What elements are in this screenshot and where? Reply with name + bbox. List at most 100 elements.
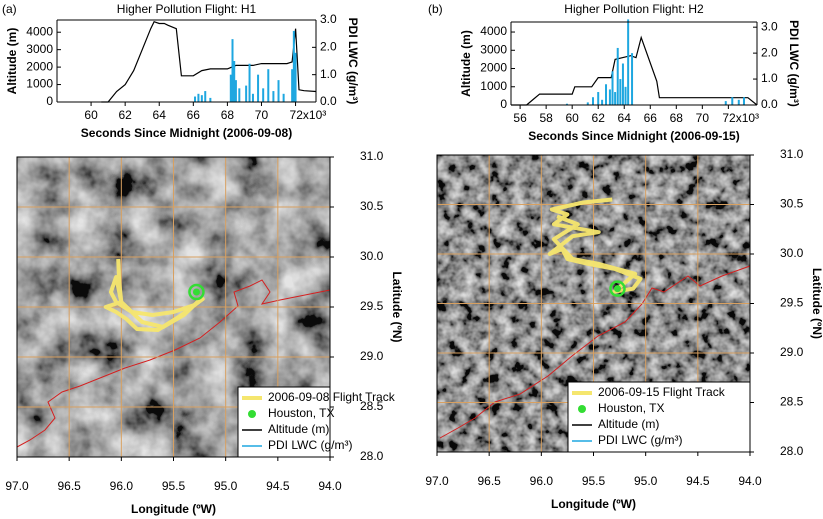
x-tick-label: 64 — [153, 108, 167, 122]
city-point — [613, 285, 621, 293]
x-tick-label: 58 — [539, 111, 553, 125]
lwc-bar — [248, 63, 251, 102]
lwc-bar — [229, 74, 232, 102]
lwc-bar — [282, 93, 285, 102]
x-tick-label: 66 — [644, 111, 658, 125]
lwc-bar — [565, 103, 568, 105]
y-tick-label: 28.0 — [780, 444, 804, 458]
y-tick-label: 1000 — [26, 77, 53, 91]
x-tick-label: 60 — [84, 108, 98, 122]
lwc-bar — [616, 47, 619, 105]
y-tick-label: 29.0 — [360, 349, 384, 363]
legend-label: PDI LWC (g/m³) — [268, 438, 352, 452]
x-tick-label: 62 — [592, 111, 606, 125]
legend-label: Altitude (m) — [268, 422, 329, 436]
y2-tick-label: 1.0 — [761, 71, 778, 85]
panel-label: (a) — [2, 2, 17, 16]
y2-tick-label: 0.0 — [761, 97, 778, 111]
altitude-line — [101, 20, 317, 103]
lwc-bar — [277, 80, 280, 102]
x-tick-label: 60 — [565, 111, 579, 125]
x-tick-label: 95.0 — [634, 474, 658, 488]
x-tick-label: 72x10³ — [290, 108, 327, 122]
lwc-bar — [724, 101, 727, 105]
x-axis-title: Seconds Since Midnight (2006-09-08) — [81, 126, 292, 140]
lwc-bar — [608, 89, 611, 105]
lwc-bar — [257, 74, 260, 102]
lwc-bar — [742, 97, 745, 105]
lwc-bar — [586, 102, 589, 105]
y2-tick-label: 3.0 — [761, 19, 778, 33]
lwc-bar — [631, 53, 634, 105]
y-tick-label: 2000 — [26, 59, 53, 73]
lwc-bar — [267, 69, 270, 102]
flight-track — [103, 258, 205, 332]
x-tick-label: 62 — [118, 108, 132, 122]
lwc-bar — [605, 84, 608, 105]
y2-tick-label: 0.0 — [320, 94, 337, 108]
y-tick-label: 3000 — [26, 42, 53, 56]
y-tick-label: 29.0 — [780, 345, 804, 359]
lwc-bar — [624, 86, 627, 105]
y2-tick-label: 1.0 — [320, 67, 337, 81]
y2-tick-label: 2.0 — [761, 45, 778, 59]
y-axis-title: Altitude (m) — [459, 30, 473, 97]
x-axis-title: Longitude (ºW) — [551, 497, 636, 511]
lwc-bar — [731, 97, 734, 105]
legend-symbol — [578, 405, 586, 413]
lwc-bar — [292, 30, 295, 102]
y-tick-label: 30.0 — [780, 246, 804, 260]
city-ring — [609, 280, 626, 297]
x-tick-label: 97.0 — [425, 474, 449, 488]
lwc-bar — [611, 71, 614, 105]
legend-symbol — [248, 410, 256, 418]
x-tick-label: 72x10³ — [722, 111, 759, 125]
lwc-bar — [621, 63, 624, 105]
y-tick-label: 0 — [46, 94, 53, 108]
y-tick-label: 30.5 — [780, 197, 804, 211]
y-tick-label: 29.5 — [780, 296, 804, 310]
x-tick-label: 70 — [696, 111, 710, 125]
lwc-bar — [245, 85, 248, 102]
x-tick-label: 56 — [513, 111, 527, 125]
lwc-bar — [238, 88, 241, 102]
lwc-bar — [251, 93, 254, 102]
x-tick-label: 68 — [670, 111, 684, 125]
y-tick-label: 30.0 — [360, 249, 384, 263]
lwc-bar — [619, 79, 622, 105]
legend-label: 2006-09-08 Flight Track — [268, 390, 396, 404]
x-axis-title: Seconds Since Midnight (2006-09-15) — [528, 129, 739, 143]
y-tick-label: 4000 — [26, 24, 53, 38]
y2-tick-label: 3.0 — [320, 12, 337, 26]
y2-tick-label: 2.0 — [320, 40, 337, 54]
legend-label: Altitude (m) — [598, 417, 659, 431]
legend-label: Houston, TX — [598, 401, 664, 415]
lwc-bar — [592, 97, 594, 105]
coastline — [439, 265, 751, 439]
lwc-bar — [597, 92, 600, 105]
y2-axis-title: PDI LWC (g/m³) — [787, 20, 801, 107]
x-tick-label: 95.5 — [582, 474, 606, 488]
altitude-line — [511, 35, 758, 106]
lwc-bar — [204, 91, 207, 102]
y2-axis-title: PDI LWC (g/m³) — [346, 18, 360, 105]
y-tick-label: 4000 — [480, 24, 507, 38]
city-point — [192, 288, 200, 296]
x-tick-label: 96.5 — [57, 479, 81, 493]
x-tick-label: 94.5 — [266, 479, 290, 493]
lwc-bar — [294, 52, 297, 102]
legend-label: Houston, TX — [268, 406, 334, 420]
x-tick-label: 66 — [187, 108, 201, 122]
chart-title: Higher Pollution Flight: H2 — [564, 2, 704, 16]
legend-box — [567, 381, 751, 453]
lwc-bar — [233, 61, 236, 102]
coastline — [16, 279, 331, 448]
y-tick-label: 28.5 — [360, 399, 384, 413]
x-tick-label: 95.0 — [214, 479, 238, 493]
x-tick-label: 96.5 — [477, 474, 501, 488]
y-tick-label: 1000 — [480, 79, 507, 93]
y-tick-label: 31.0 — [780, 147, 804, 161]
y-tick-label: 28.0 — [360, 449, 384, 463]
y-tick-label: 2000 — [480, 61, 507, 75]
